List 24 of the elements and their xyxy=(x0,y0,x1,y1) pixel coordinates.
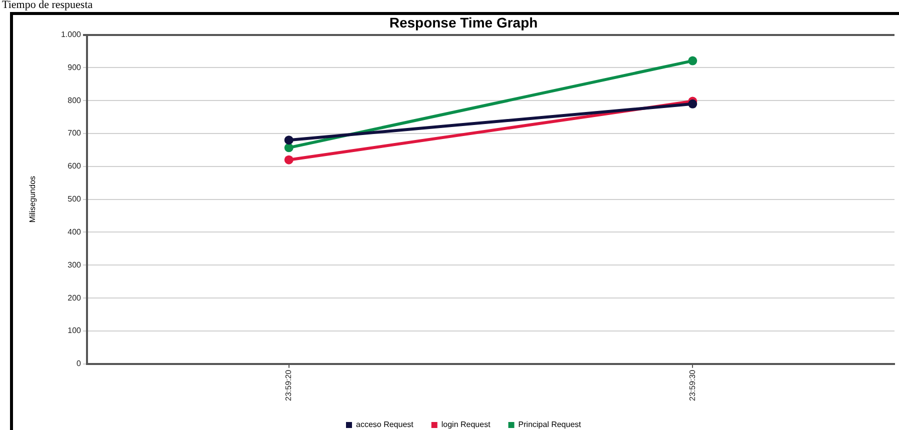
y-tick-label: 200 xyxy=(68,293,82,302)
legend-label: acceso Request xyxy=(356,420,414,430)
point xyxy=(284,155,294,164)
legend-label: login Request xyxy=(441,420,492,430)
point xyxy=(284,143,294,152)
point xyxy=(688,56,698,66)
y-tick-label: 700 xyxy=(68,128,82,138)
y-tick-label: 500 xyxy=(68,194,82,204)
y-tick-label: 600 xyxy=(68,162,82,171)
y-tick-label: 0 xyxy=(76,359,82,368)
y-tick-label: 1.000 xyxy=(60,30,82,40)
x-tick-label: 23:59:30 xyxy=(688,369,697,401)
y-tick-label: 900 xyxy=(68,62,82,72)
y-tick-label: 400 xyxy=(68,227,82,236)
text: Tiempo de respuesta xyxy=(2,0,93,11)
chart-title: Response Time Graph xyxy=(389,14,538,30)
x-tick-label: 23:59:20 xyxy=(284,369,294,401)
point xyxy=(284,136,294,145)
point xyxy=(688,99,698,108)
y-tick-label: 300 xyxy=(68,260,82,270)
y-axis-title: Milisegundos xyxy=(28,176,38,223)
legend-label: Principal Request xyxy=(518,420,582,430)
y-tick-label: 100 xyxy=(68,326,82,336)
y-tick-label: 800 xyxy=(68,96,82,105)
